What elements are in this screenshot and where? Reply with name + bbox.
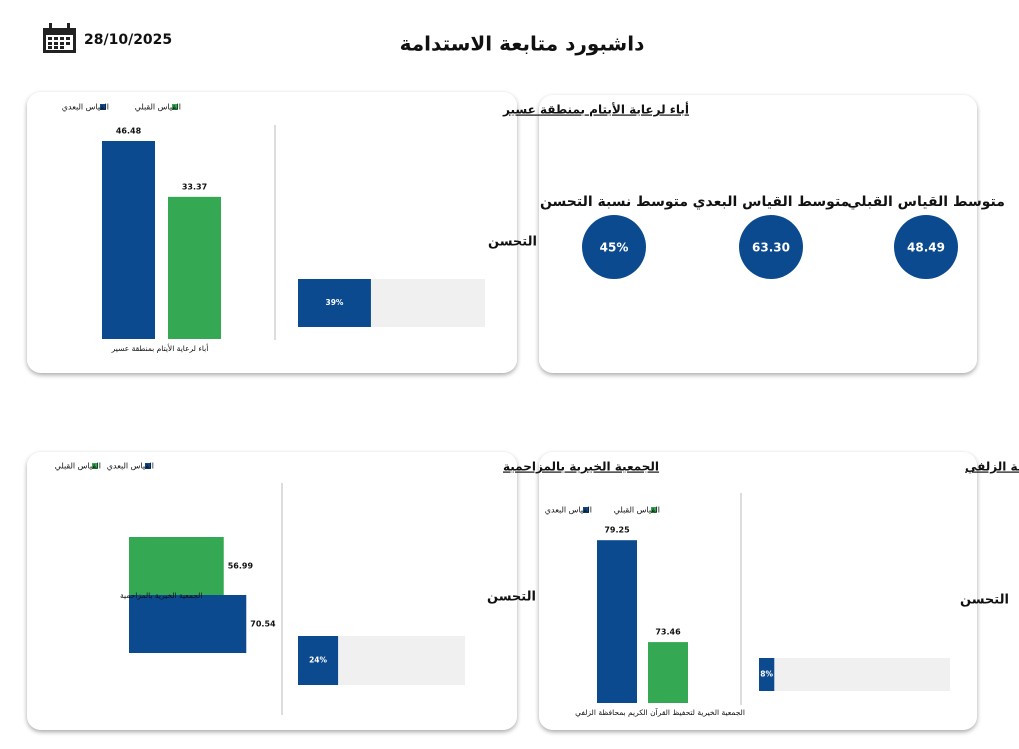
- legend-marker: [100, 104, 106, 110]
- kpi-label: متوسط نسبة التحسن: [540, 194, 688, 210]
- improvement-label: التحسن: [960, 593, 1009, 608]
- legend-marker: [172, 104, 178, 110]
- improvement-label: التحسن: [488, 235, 537, 250]
- kpi-label: متوسط القياس البعدي: [693, 194, 850, 211]
- legend-marker: [583, 507, 589, 513]
- kpi-circle: [894, 215, 958, 279]
- data-label: 33.37: [182, 182, 207, 191]
- kpi-circle: [739, 215, 803, 279]
- kpi-value: 63.30: [752, 241, 790, 255]
- date: 28/10/2025: [84, 32, 172, 48]
- progress-fill: [298, 279, 371, 327]
- data-label: 79.25: [604, 526, 630, 535]
- legend-marker: [145, 463, 151, 469]
- category-label: الجمعية الخيرية لتحفيظ القرآن الكريم بمح…: [575, 707, 745, 717]
- legend-marker: [92, 463, 98, 469]
- progress-fill: [298, 636, 339, 685]
- legend-label: القياس القبلي: [55, 462, 101, 471]
- improvement-label: التحسن: [487, 590, 536, 605]
- category-label: أباء لرعاية الأيتام بمنطقة عسير: [111, 343, 209, 353]
- legend-label: القياس البعدي: [62, 103, 109, 112]
- legend-label: القياس البعدي: [107, 462, 154, 471]
- data-label: 56.99: [228, 562, 254, 571]
- card: [27, 452, 517, 730]
- panel-title: الجمعية الخيرية لتحفيظ القران الكريم بمح…: [965, 460, 1019, 474]
- progress-label: 39%: [325, 298, 343, 307]
- bar: [597, 540, 637, 703]
- legend-label: القياس البعدي: [545, 506, 592, 515]
- panel-title: الجمعية الخيرية بالمزاحمية: [503, 460, 659, 474]
- legend-marker: [651, 507, 657, 513]
- progress-label: 24%: [309, 656, 327, 665]
- panel-title: أباء لرعاية الأيتام بمنطقة عسير: [502, 102, 689, 118]
- progress-fill: [759, 658, 775, 691]
- kpi-value: 45%: [600, 241, 629, 255]
- kpi-value: 48.49: [907, 241, 945, 255]
- legend-label: القياس القبلي: [614, 506, 660, 515]
- progress-track: [759, 658, 950, 691]
- bar: [102, 140, 155, 339]
- data-label: 73.46: [655, 628, 681, 637]
- kpi-label: متوسط القياس القبلي: [847, 194, 1005, 210]
- bar: [129, 537, 224, 595]
- data-label: 70.54: [250, 620, 276, 629]
- kpi-circle: [582, 215, 646, 279]
- bar: [648, 642, 688, 703]
- category-label: الجمعية الخيرية بالمزاحمية: [120, 591, 202, 600]
- legend-label: القياس القبلي: [135, 103, 181, 112]
- bar: [168, 196, 221, 339]
- calendar-icon: [43, 23, 76, 53]
- page-title: داشبورد متابعة الاستدامة: [400, 32, 645, 56]
- card: [27, 92, 517, 373]
- data-label: 46.48: [116, 126, 142, 135]
- bar: [129, 595, 247, 653]
- progress-label: 8%: [760, 670, 773, 679]
